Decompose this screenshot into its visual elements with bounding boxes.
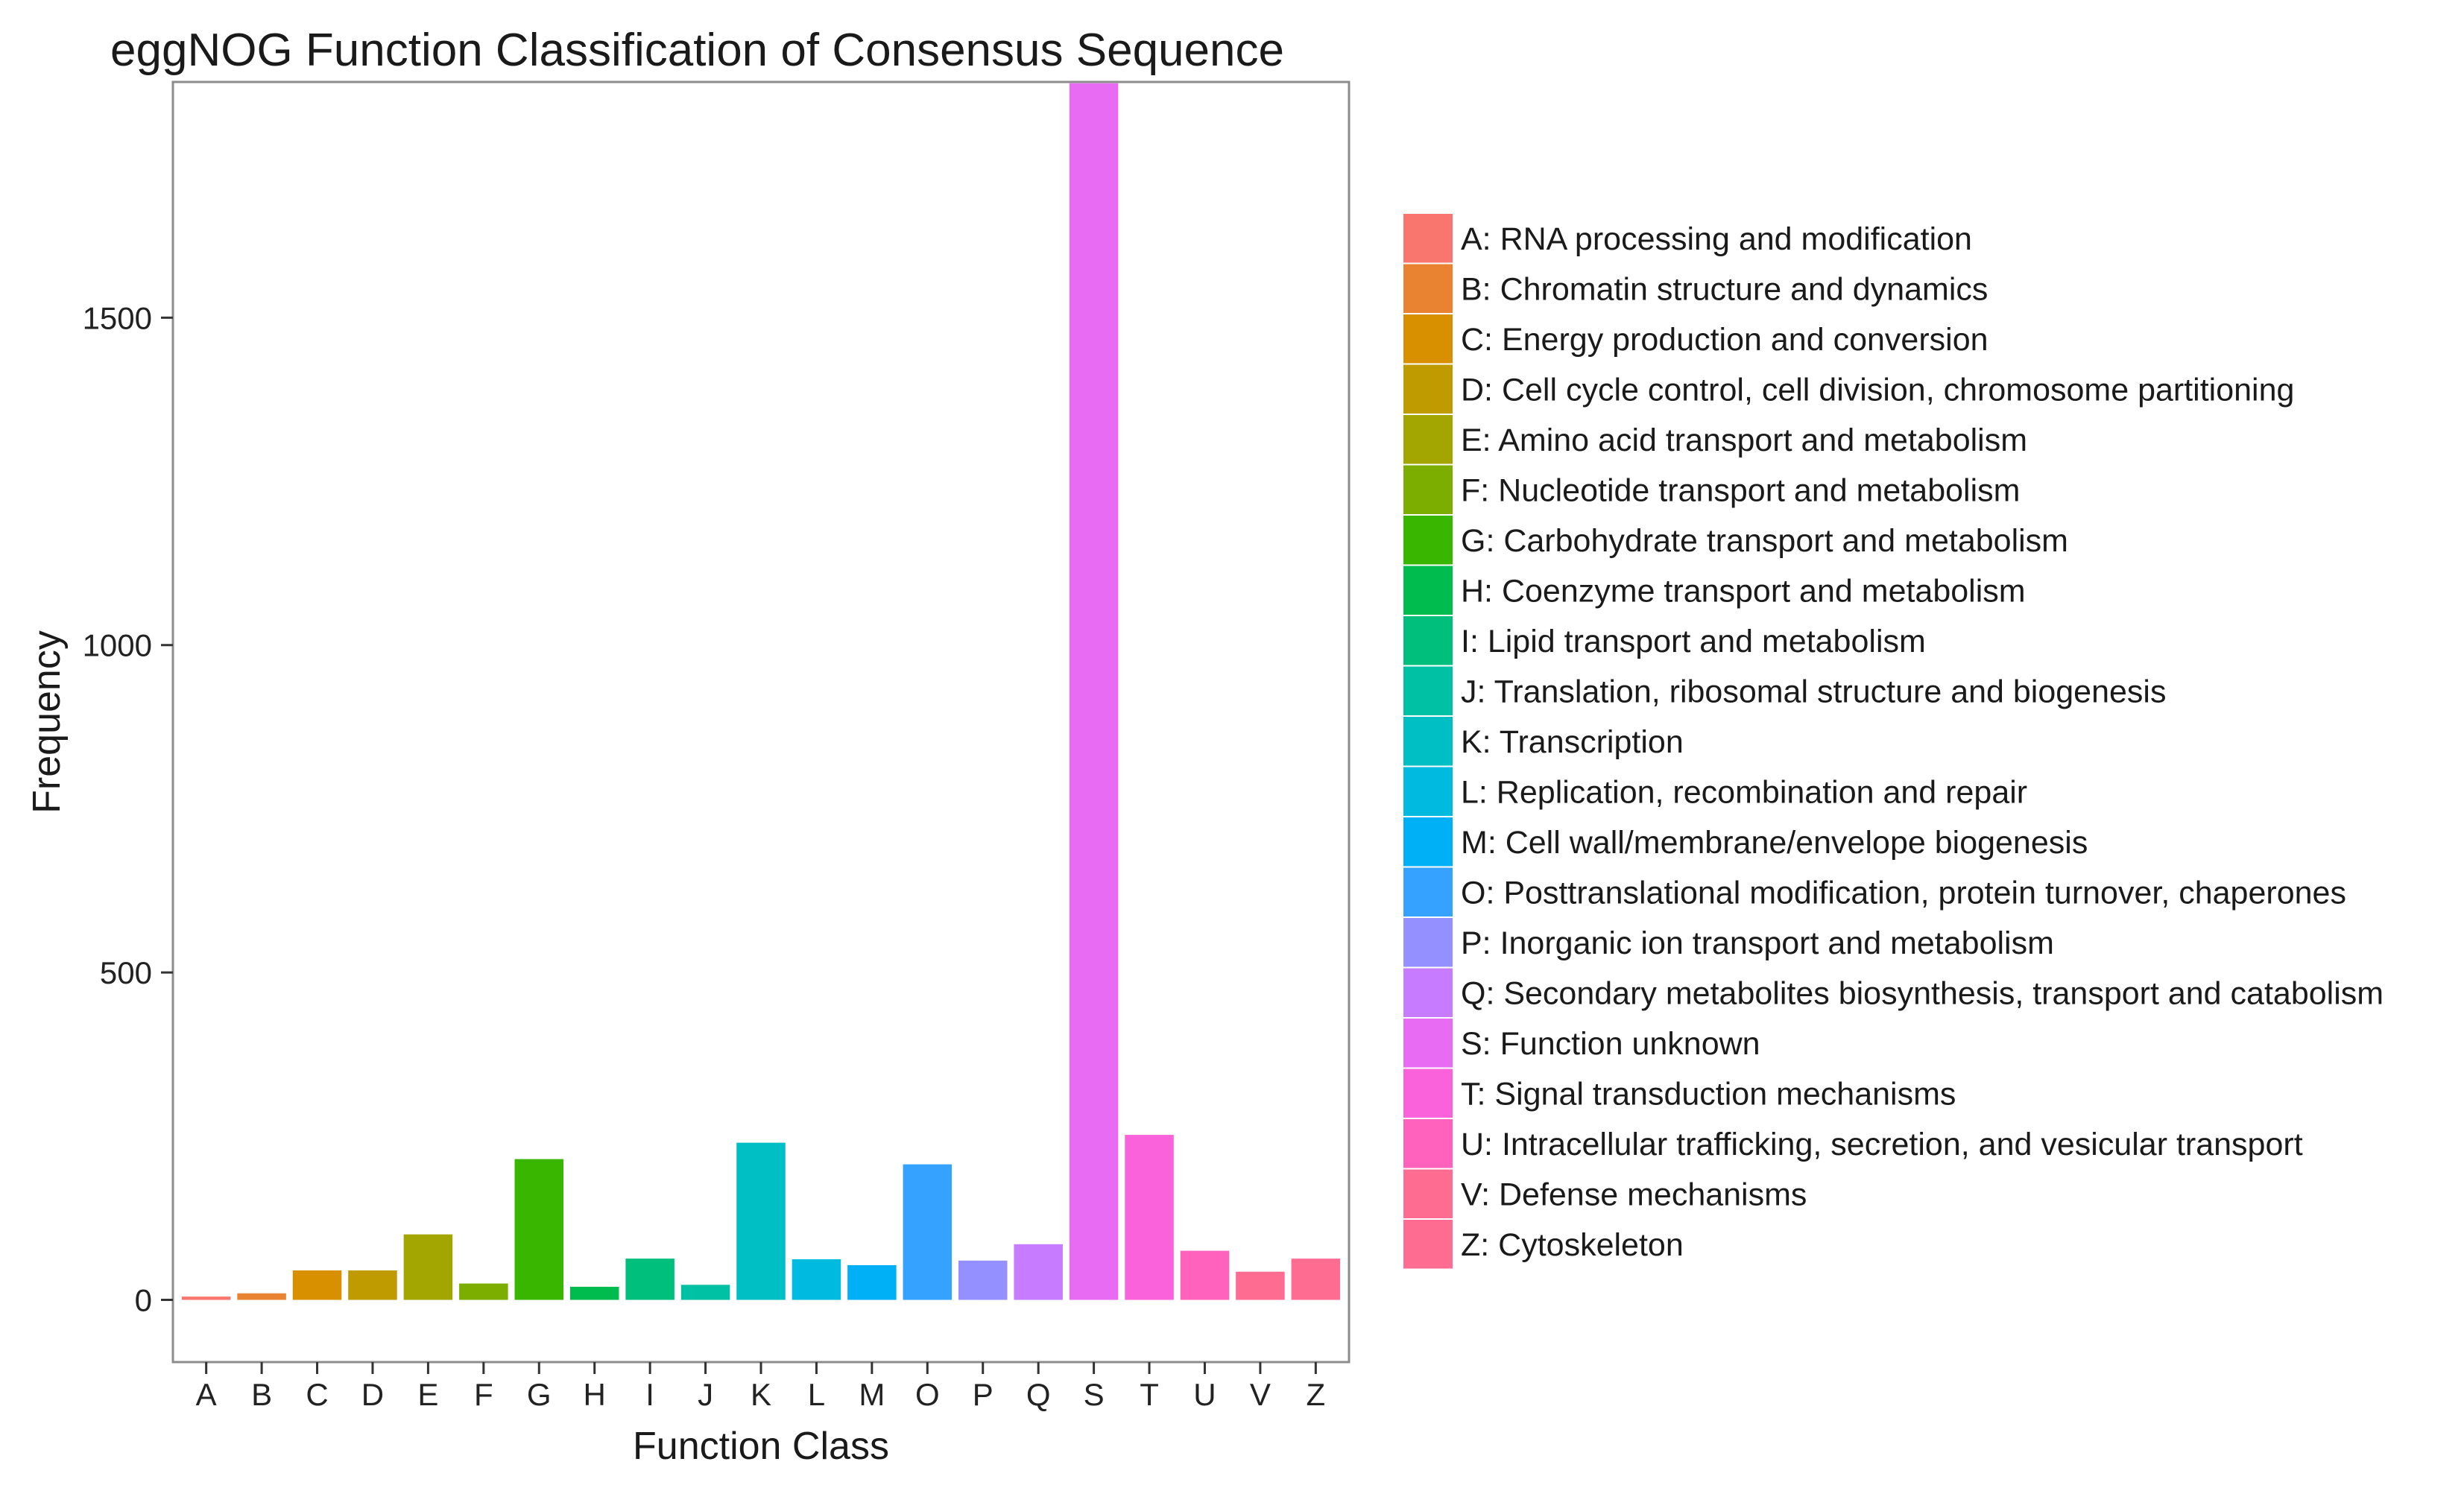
legend-label: M: Cell wall/membrane/envelope biogenesi…: [1461, 825, 2088, 861]
x-tick-label: A: [196, 1377, 217, 1412]
bar-V: [1236, 1271, 1285, 1300]
y-tick-label: 500: [100, 955, 152, 990]
bar-I: [625, 1259, 675, 1300]
y-axis: 0 500 1000 1500: [83, 300, 173, 1318]
legend-label: I: Lipid transport and metabolism: [1461, 624, 1926, 659]
legend-swatch: [1402, 363, 1454, 415]
bar-H: [569, 1286, 619, 1300]
bar-Z: [1291, 1259, 1341, 1300]
y-axis-title: Frequency: [25, 630, 69, 814]
x-tick-label: S: [1084, 1377, 1105, 1412]
bar-P: [958, 1260, 1008, 1300]
bar-K: [736, 1142, 786, 1300]
legend-label: T: Signal transduction mechanisms: [1461, 1076, 1956, 1112]
bar-J: [680, 1285, 730, 1300]
legend-swatch: [1402, 262, 1454, 314]
legend-swatch: [1402, 212, 1454, 265]
bar-F: [459, 1283, 508, 1300]
legend-label: L: Replication, recombination and repair: [1461, 774, 2027, 810]
legend-swatch: [1402, 816, 1454, 868]
legend-swatch: [1402, 313, 1454, 365]
x-tick-label: J: [698, 1377, 713, 1412]
x-tick-label: O: [915, 1377, 940, 1412]
chart-title: eggNOG Function Classification of Consen…: [110, 25, 1284, 76]
x-tick-label: C: [306, 1377, 328, 1412]
legend-label: Q: Secondary metabolites biosynthesis, t…: [1461, 975, 2384, 1011]
legend-label: F: Nucleotide transport and metabolism: [1461, 472, 2020, 508]
y-tick-label: 1500: [83, 300, 152, 335]
legend-swatch: [1402, 463, 1454, 516]
legend-label: G: Carbohydrate transport and metabolism: [1461, 523, 2068, 559]
legend-label: C: Energy production and conversion: [1461, 322, 1988, 358]
legend-label: D: Cell cycle control, cell division, ch…: [1461, 372, 2294, 408]
bar-T: [1125, 1135, 1174, 1300]
legend-label: S: Function unknown: [1461, 1026, 1760, 1062]
y-tick-label: 1000: [83, 628, 152, 663]
legend-swatch: [1402, 715, 1454, 767]
legend-label: P: Inorganic ion transport and metabolis…: [1461, 925, 2054, 961]
bar-Q: [1014, 1244, 1063, 1300]
legend-swatch: [1402, 916, 1454, 969]
bar-A: [181, 1297, 231, 1300]
legend-swatch: [1402, 665, 1454, 717]
legend: A: RNA processing and modification B: Chr…: [1402, 212, 2384, 1270]
x-tick-label: M: [859, 1377, 885, 1412]
bar-B: [237, 1293, 286, 1300]
bar-C: [292, 1270, 342, 1300]
x-axis-title: Function Class: [633, 1425, 889, 1468]
legend-label: O: Posttranslational modification, prote…: [1461, 875, 2346, 911]
legend-label: H: Coenzyme transport and metabolism: [1461, 573, 2026, 609]
legend-label: V: Defense mechanisms: [1461, 1177, 1807, 1212]
legend-swatch: [1402, 514, 1454, 566]
bar-G: [514, 1159, 564, 1300]
bar-S: [1069, 83, 1119, 1300]
legend-swatch: [1402, 615, 1454, 667]
bar-E: [403, 1234, 453, 1300]
x-tick-label: Q: [1026, 1377, 1051, 1412]
x-tick-label: Z: [1307, 1377, 1326, 1412]
legend-label: J: Translation, ribosomal structure and …: [1461, 674, 2166, 709]
y-tick-label: 0: [135, 1283, 152, 1318]
x-tick-label: G: [527, 1377, 552, 1412]
legend-swatch: [1402, 1067, 1454, 1119]
x-tick-label: F: [474, 1377, 493, 1412]
legend-swatch: [1402, 1017, 1454, 1069]
legend-label: Z: Cytoskeleton: [1461, 1227, 1684, 1263]
legend-swatch: [1402, 564, 1454, 616]
x-tick-label: I: [645, 1377, 654, 1412]
legend-swatch: [1402, 1168, 1454, 1220]
x-tick-label: E: [417, 1377, 438, 1412]
legend-swatch: [1402, 1218, 1454, 1270]
legend-label: K: Transcription: [1461, 724, 1684, 760]
legend-swatch: [1402, 765, 1454, 817]
bar-U: [1180, 1250, 1230, 1300]
x-tick-label: H: [584, 1377, 606, 1412]
legend-label: E: Amino acid transport and metabolism: [1461, 422, 2027, 458]
x-tick-label: D: [361, 1377, 384, 1412]
x-tick-label: V: [1250, 1377, 1271, 1412]
x-tick-label: P: [973, 1377, 994, 1412]
bar-D: [348, 1270, 397, 1300]
legend-swatch: [1402, 414, 1454, 466]
x-tick-label: U: [1193, 1377, 1216, 1412]
legend-swatch: [1402, 966, 1454, 1019]
legend-label: B: Chromatin structure and dynamics: [1461, 271, 1988, 307]
legend-label: U: Intracellular trafficking, secretion,…: [1461, 1127, 2303, 1162]
bar-L: [792, 1259, 841, 1300]
x-tick-label: B: [251, 1377, 272, 1412]
legend-swatch: [1402, 866, 1454, 918]
bar-O: [903, 1164, 953, 1300]
x-tick-label: L: [808, 1377, 825, 1412]
x-tick-label: T: [1140, 1377, 1159, 1412]
legend-label: A: RNA processing and modification: [1461, 221, 1972, 257]
legend-swatch: [1402, 1118, 1454, 1170]
bars: [181, 83, 1341, 1300]
x-tick-label: K: [751, 1377, 771, 1412]
bar-M: [847, 1264, 897, 1300]
